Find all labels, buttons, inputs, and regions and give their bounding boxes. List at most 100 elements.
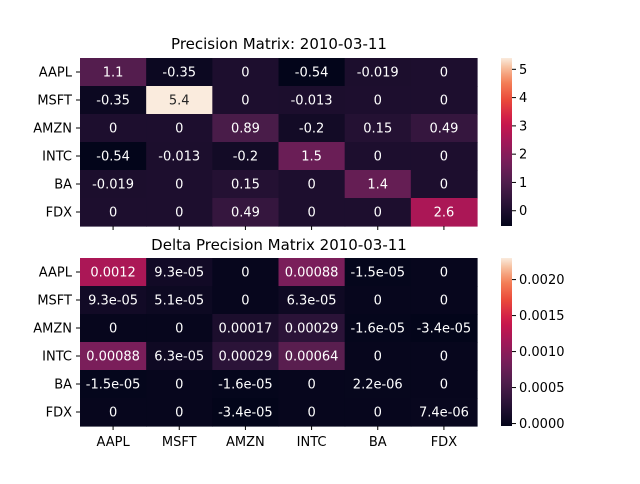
delta-cell-AAPL-INTC (278, 258, 346, 287)
precision-cell-label: 1.1 (103, 66, 124, 81)
precision-cell-label: 0.49 (231, 206, 260, 221)
delta-cell-label: 0.00088 (285, 266, 339, 281)
precision-cell-label: 0 (307, 206, 315, 221)
precision-cell-label: -0.019 (92, 178, 134, 193)
delta-cell-label: 0 (374, 294, 382, 309)
precision-colorbar-tick-label: 0 (519, 204, 527, 219)
delta-cell-FDX-FDX (410, 398, 478, 427)
delta-cell-label: 0 (440, 294, 448, 309)
delta-colorbar-tick-label: 0.0015 (519, 309, 565, 324)
delta-cell-label: 2.2e-06 (353, 378, 403, 393)
precision-cell-label: 0.15 (231, 178, 260, 193)
precision-cell-AMZN-INTC (278, 114, 346, 143)
precision-cell-label: 0 (440, 66, 448, 81)
precision-row-label: BA (54, 178, 72, 193)
precision-colorbar-tick-label: 2 (519, 148, 527, 163)
delta-cell-INTC-MSFT (146, 342, 213, 371)
delta-cell-label: -3.4e-05 (417, 322, 472, 337)
precision-cell-label: 0 (175, 206, 183, 221)
delta-cell-AMZN-INTC (278, 314, 346, 343)
delta-cell-FDX-BA (344, 398, 412, 427)
precision-cell-BA-FDX (410, 170, 478, 199)
precision-matrix-panel: Precision Matrix: 2010-03-11 1.1 -0.35 0 -0… (33, 35, 527, 230)
delta-cell-label: 5.1e-05 (154, 294, 204, 309)
delta-cell-label: -1.5e-05 (86, 378, 141, 393)
precision-matrix-title: Precision Matrix: 2010-03-11 (171, 35, 387, 53)
delta-col-label: FDX (431, 435, 457, 450)
delta-cell-INTC-BA (344, 342, 412, 371)
precision-cell-label: 0 (374, 94, 382, 109)
delta-cell-INTC-FDX (410, 342, 478, 371)
delta-cell-label: -1.5e-05 (350, 266, 405, 281)
precision-cell-AAPL-AMZN (212, 58, 280, 87)
precision-cell-label: -0.019 (357, 66, 399, 81)
delta-cell-label: 0 (440, 266, 448, 281)
delta-cell-BA-INTC (278, 370, 346, 399)
precision-cell-AAPL-FDX (410, 58, 478, 87)
delta-cell-label: 0.00029 (285, 322, 339, 337)
delta-colorbar-tick-label: 0.0000 (519, 417, 565, 432)
precision-cell-INTC-INTC (278, 142, 346, 171)
delta-cell-FDX-MSFT (146, 398, 213, 427)
precision-cell-AAPL-MSFT (146, 58, 213, 87)
precision-cell-label: 0 (374, 206, 382, 221)
delta-row-label: AMZN (33, 322, 72, 337)
precision-cell-label: -0.35 (96, 94, 130, 109)
precision-cell-MSFT-FDX (410, 86, 478, 115)
delta-cell-MSFT-AAPL (80, 286, 147, 315)
delta-col-label: AAPL (96, 435, 130, 450)
precision-cell-label: 5.4 (169, 94, 190, 109)
precision-cell-BA-BA (344, 170, 412, 199)
precision-cell-INTC-BA (344, 142, 412, 171)
precision-cell-FDX-AAPL (80, 198, 147, 227)
precision-cell-label: -0.013 (158, 150, 200, 165)
precision-cell-label: 0 (440, 178, 448, 193)
delta-colorbar-tick-label: 0.0020 (519, 273, 565, 288)
delta-cell-label: 9.3e-05 (88, 294, 138, 309)
delta-row-label: BA (54, 378, 72, 393)
delta-colorbar-tick-label: 0.0005 (519, 381, 565, 396)
precision-cell-label: 2.6 (434, 206, 455, 221)
delta-cell-AAPL-AAPL (80, 258, 147, 287)
precision-cell-FDX-BA (344, 198, 412, 227)
precision-cell-label: 0 (175, 122, 183, 137)
precision-colorbar-tick-label: 4 (519, 91, 527, 106)
delta-cell-AMZN-AMZN (212, 314, 280, 343)
precision-colorbar (501, 58, 512, 226)
precision-cell-MSFT-AAPL (80, 86, 147, 115)
precision-cell-BA-MSFT (146, 170, 213, 199)
precision-row-label: AAPL (39, 66, 73, 81)
delta-col-label: INTC (297, 435, 327, 450)
precision-cell-label: 0 (175, 178, 183, 193)
precision-cell-BA-AMZN (212, 170, 280, 199)
delta-cell-label: 0.0012 (90, 266, 136, 281)
delta-cell-label: 0 (440, 378, 448, 393)
delta-cell-label: 0 (241, 294, 249, 309)
delta-cell-AAPL-MSFT (146, 258, 213, 287)
delta-precision-matrix-title: Delta Precision Matrix 2010-03-11 (151, 236, 407, 254)
delta-colorbar-tick-label: 0.0010 (519, 345, 565, 360)
precision-cell-MSFT-INTC (278, 86, 346, 115)
delta-colorbar (501, 258, 512, 426)
delta-cell-FDX-AAPL (80, 398, 147, 427)
delta-row-label: FDX (46, 406, 72, 421)
delta-cell-label: 9.3e-05 (154, 266, 204, 281)
precision-cell-label: -0.35 (162, 66, 196, 81)
precision-cell-FDX-FDX (410, 198, 478, 227)
delta-cell-label: 7.4e-06 (419, 406, 469, 421)
delta-col-label: BA (369, 435, 387, 450)
delta-cell-label: 0.00088 (86, 350, 140, 365)
precision-row-label: INTC (42, 150, 72, 165)
delta-cell-AMZN-BA (344, 314, 412, 343)
delta-cell-label: 0 (175, 378, 183, 393)
delta-cell-BA-MSFT (146, 370, 213, 399)
precision-cell-label: -0.54 (295, 66, 329, 81)
precision-cell-INTC-AAPL (80, 142, 147, 171)
precision-cell-MSFT-MSFT (146, 86, 213, 115)
delta-cell-label: 0 (241, 266, 249, 281)
delta-cell-label: -1.6e-05 (218, 378, 273, 393)
precision-cell-label: -0.2 (233, 150, 258, 165)
precision-cell-label: 0.89 (231, 122, 260, 137)
delta-cell-INTC-AAPL (80, 342, 147, 371)
